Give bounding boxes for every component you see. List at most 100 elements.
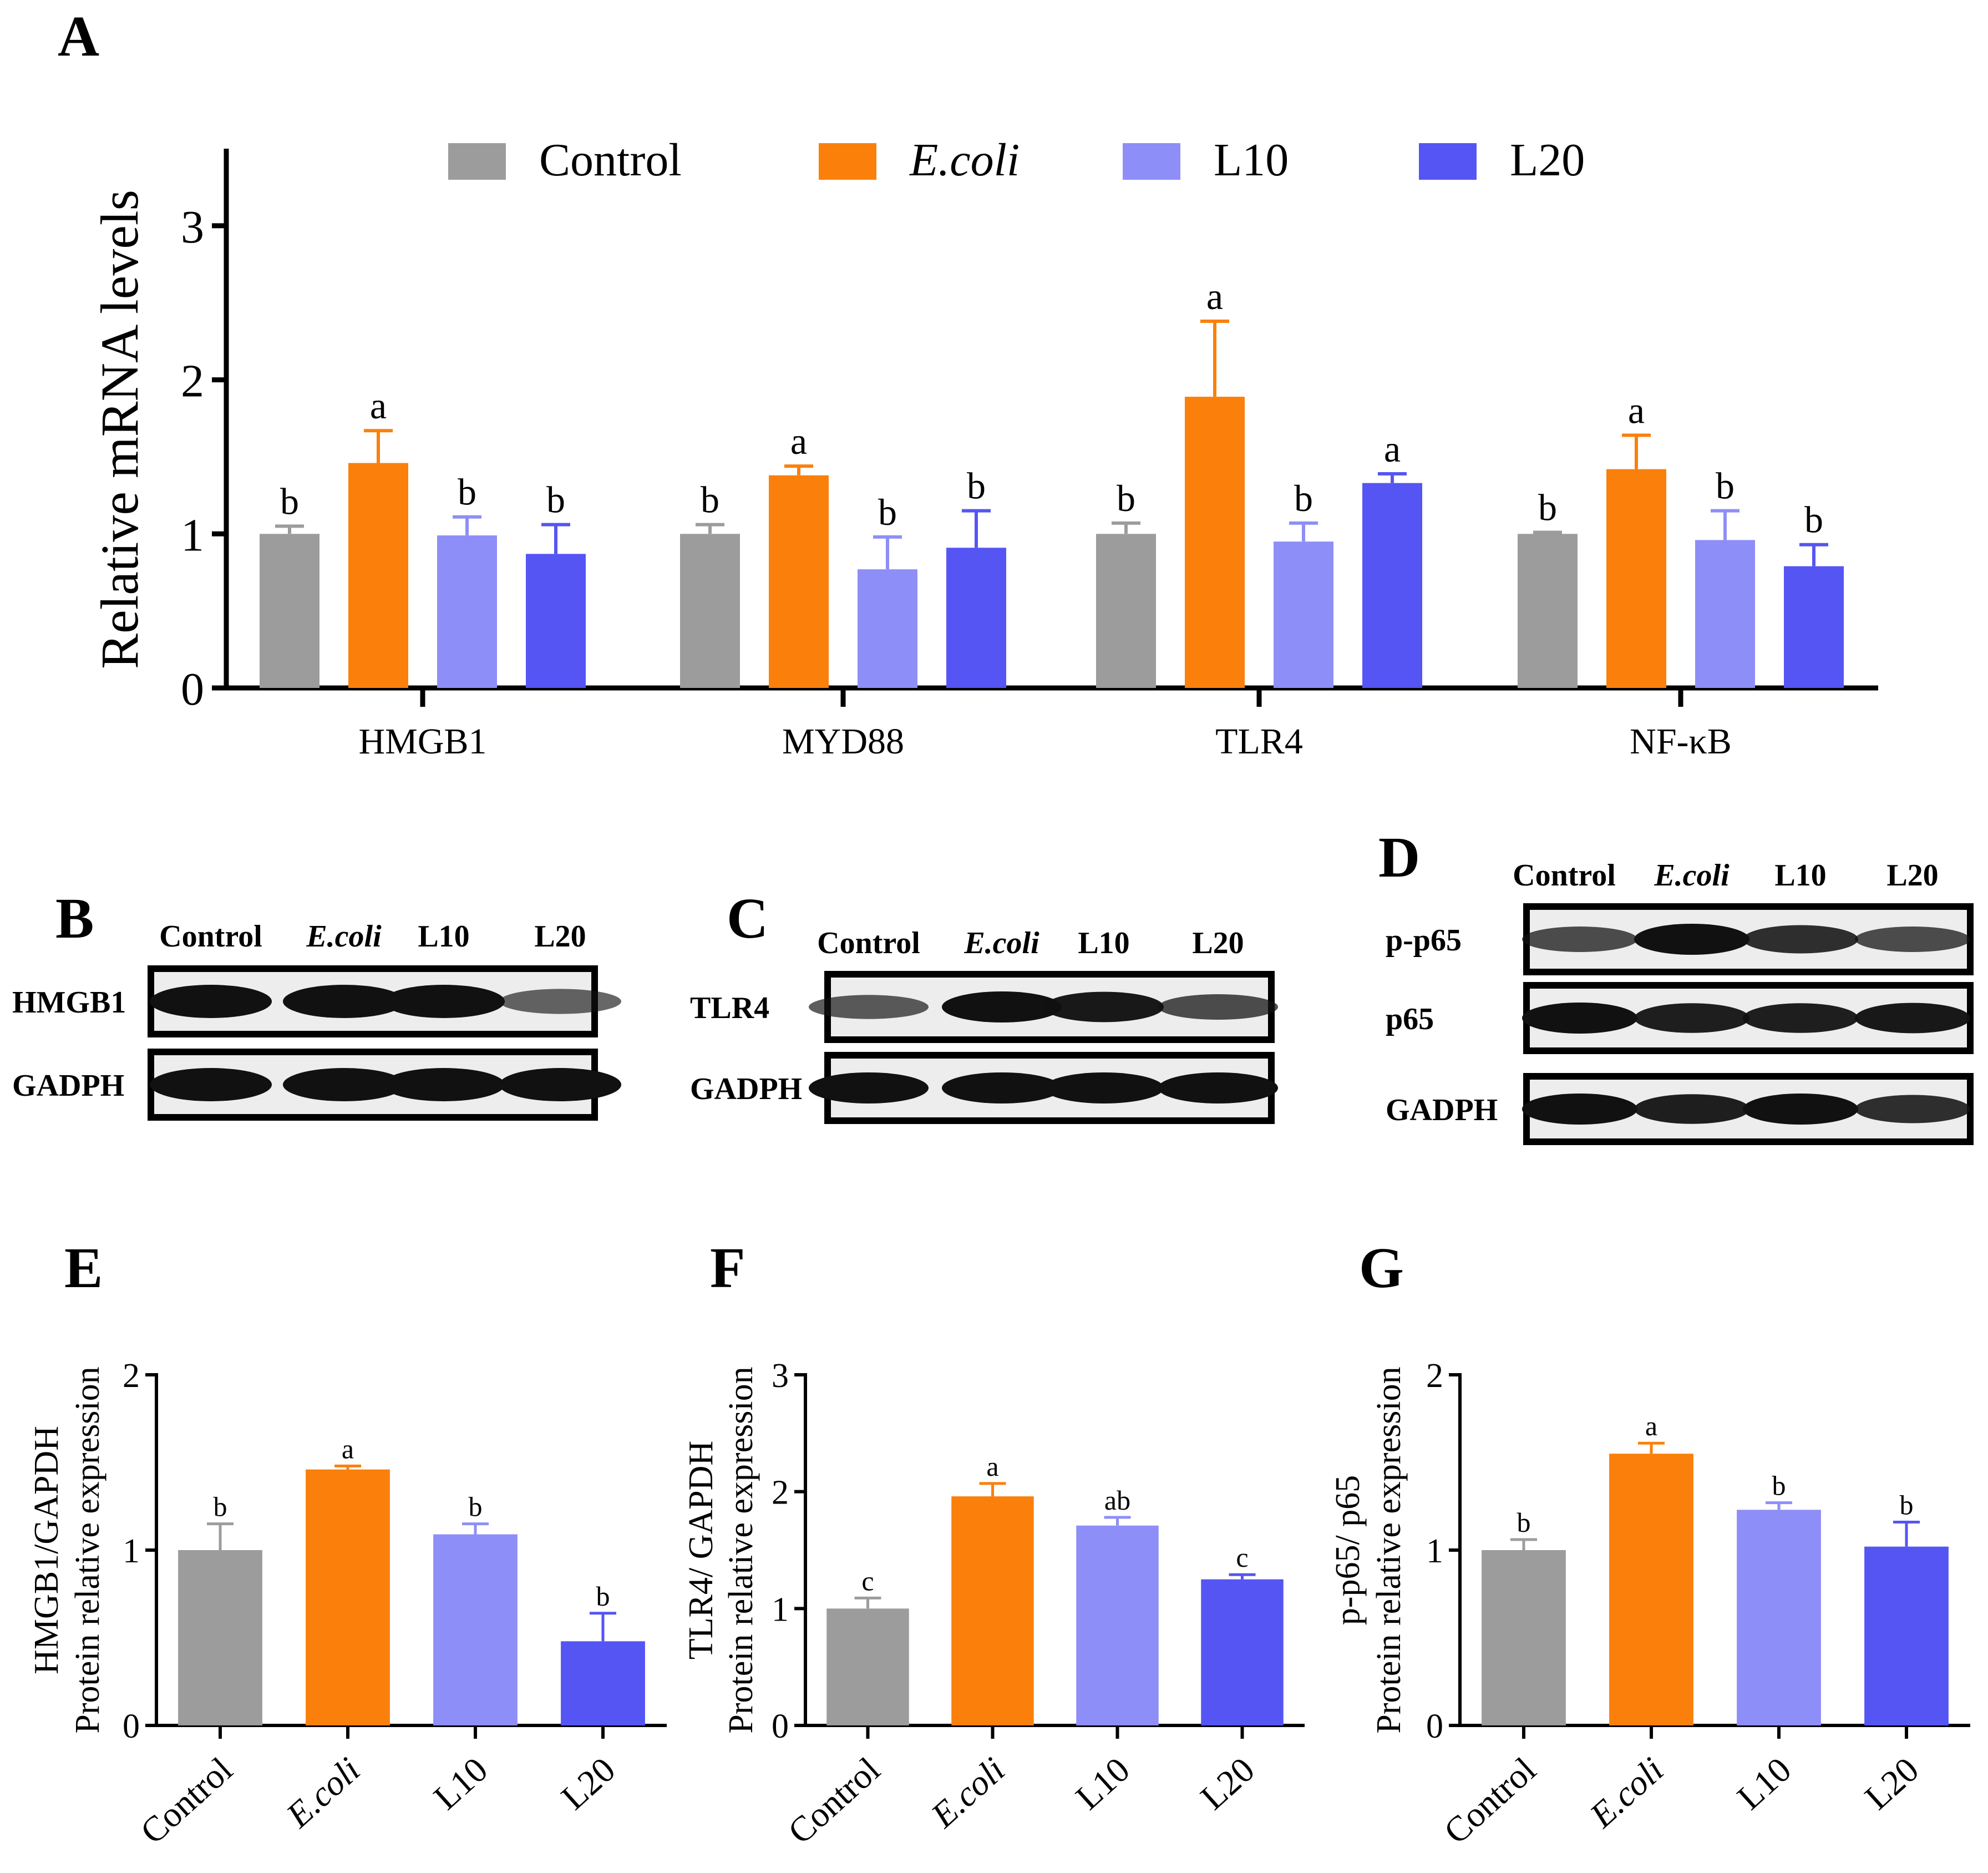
significance-letter: a (1384, 428, 1401, 470)
blot-band (1044, 1072, 1164, 1103)
y-axis-label-ratio: TLR4/ GAPDH (682, 1441, 720, 1659)
x-tick-label: NF-κB (1630, 721, 1732, 762)
lane-label-control: Control (817, 926, 920, 960)
legend-label-control: Control (539, 134, 682, 186)
x-tick-label: TLR4 (1215, 721, 1303, 762)
x-tick-label: MYD88 (782, 721, 904, 762)
bar-l10 (433, 1534, 518, 1725)
bar-control (1482, 1550, 1566, 1725)
significance-letter: b (596, 1581, 610, 1612)
y-axis-label-ratio: p-p65/ p65 (1329, 1475, 1367, 1625)
y-tick-label: 2 (181, 356, 204, 407)
blot-c-tlr4: Control E.coli L10 L20 TLR4 GADPH (690, 926, 1278, 1124)
blot-band (1855, 1003, 1970, 1034)
blot-band (1855, 927, 1970, 952)
significance-letter: c (861, 1565, 874, 1596)
y-axis-label-expression: Protein relative expression (722, 1366, 760, 1733)
blot-band (1522, 1003, 1637, 1034)
x-tick-label: Control (1437, 1750, 1544, 1852)
bar-e-coli (1609, 1454, 1693, 1725)
bar-l10-hmgb1 (437, 535, 497, 688)
blot-band (1044, 991, 1164, 1022)
lane-label-e-coli: E.coli (963, 926, 1039, 960)
row-label-p65: p65 (1386, 1002, 1434, 1036)
y-axis-label: Relative mRNA levels (90, 190, 149, 669)
significance-letter: b (1517, 1507, 1531, 1538)
y-tick-label: 3 (772, 1357, 789, 1395)
y-axis-label-expression: Protein relative expression (69, 1366, 106, 1733)
y-tick-label: 0 (1426, 1708, 1443, 1745)
panel-label-c: C (727, 887, 768, 950)
lane-label-e-coli: E.coli (306, 919, 382, 954)
significance-letter: b (967, 465, 986, 507)
blot-band (499, 1068, 621, 1101)
row-label-tlr4: TLR4 (690, 991, 769, 1025)
significance-letter: ab (1104, 1485, 1130, 1516)
significance-letter: a (986, 1451, 998, 1482)
x-tick-label: L10 (426, 1750, 495, 1818)
x-tick-label: L20 (1193, 1750, 1262, 1818)
significance-letter: b (878, 491, 897, 533)
legend-label-l20: L20 (1510, 134, 1585, 186)
significance-letter: b (1117, 477, 1135, 519)
bar-l10 (1076, 1525, 1159, 1725)
significance-letter: a (1645, 1410, 1657, 1441)
bar-control-myd88 (680, 534, 740, 688)
legend-label-l10: L10 (1214, 134, 1289, 186)
blot-band (150, 1068, 272, 1101)
bar-control (826, 1608, 909, 1725)
y-tick-label: 2 (1426, 1357, 1443, 1395)
significance-letter: b (280, 480, 299, 522)
blot-band (809, 995, 929, 1019)
significance-letter: b (1294, 477, 1313, 519)
significance-letter: b (1772, 1470, 1786, 1501)
panel-label-g: G (1359, 1236, 1404, 1300)
y-tick-label: 3 (181, 201, 204, 253)
panel-label-b: B (55, 887, 94, 950)
legend-swatch-e-coli (819, 143, 876, 180)
x-tick-label: L10 (1068, 1750, 1137, 1818)
y-tick-label: 1 (772, 1591, 789, 1628)
significance-letter: b (546, 479, 565, 521)
bar-e-coli-hmgb1 (348, 463, 408, 688)
chart-g-p65-protein: 0 1 2 p-p65/ p65 Protein relative expression… (1329, 1357, 1970, 1851)
legend-swatch-control (448, 143, 506, 180)
blot-band (942, 991, 1062, 1022)
bar-l20 (561, 1641, 645, 1725)
bar-l10-tlr4 (1274, 541, 1333, 688)
blot-band (1522, 1094, 1637, 1125)
x-tick-label: L20 (554, 1750, 622, 1818)
lane-label-l20: L20 (534, 919, 586, 954)
blot-band (809, 1072, 929, 1103)
y-axis-label-ratio: HMGB1/GAPDH (28, 1426, 65, 1674)
legend-label-e-coli: E.coli (909, 134, 1020, 186)
blot-band (1634, 1094, 1749, 1124)
significance-letter: a (342, 1433, 354, 1464)
significance-letter: c (1236, 1542, 1248, 1573)
blot-band (383, 1068, 505, 1101)
blot-d-p65: Control E.coli L10 L20 p-p65 p65 GADPH (1386, 858, 1974, 1145)
panel-label-a: A (58, 4, 99, 68)
y-axis-label-expression: Protein relative expression (1370, 1366, 1408, 1733)
blot-band (1634, 1003, 1749, 1033)
significance-letter: b (1900, 1489, 1914, 1520)
significance-letter: b (1538, 487, 1557, 529)
y-tick-label: 0 (123, 1708, 140, 1745)
blot-band (1158, 994, 1278, 1020)
bar-l20 (1201, 1579, 1284, 1725)
chart-a-mrna-levels: 0 1 2 3 Relative mRNA levels HMGB1 b a b b MYD88 b a… (90, 134, 1878, 762)
row-label-gadph: GADPH (690, 1072, 802, 1106)
bar-e-coli (951, 1496, 1034, 1725)
row-label-gadph: GADPH (1386, 1093, 1498, 1127)
blot-band (283, 1068, 405, 1101)
bar-e-coli (306, 1469, 390, 1725)
lane-label-l20: L20 (1192, 926, 1244, 960)
bar-e-coli-tlr4 (1185, 397, 1245, 688)
blot-band (1743, 1003, 1858, 1033)
bar-control (178, 1550, 262, 1725)
bar-control-tlr4 (1096, 534, 1156, 688)
x-tick-label: E.coli (923, 1750, 1012, 1836)
bar-l20 (1864, 1546, 1949, 1725)
y-tick-label: 1 (123, 1532, 140, 1570)
